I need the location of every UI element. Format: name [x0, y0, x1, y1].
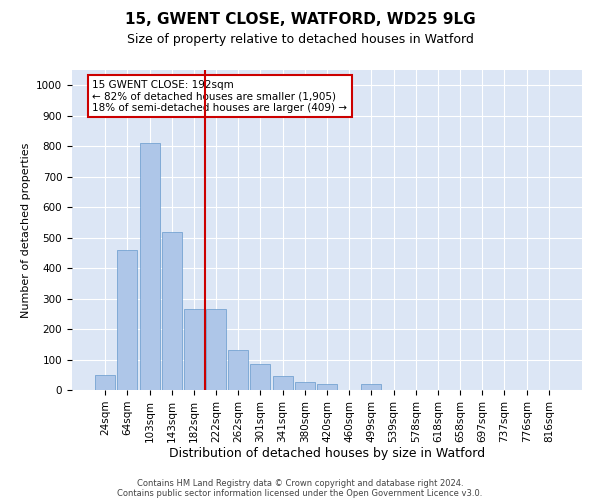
Y-axis label: Number of detached properties: Number of detached properties [20, 142, 31, 318]
Bar [162, 232, 182, 390]
Bar [184, 309, 204, 390]
Text: Contains HM Land Registry data © Crown copyright and database right 2024.: Contains HM Land Registry data © Crown c… [137, 478, 463, 488]
Bar [361, 384, 382, 390]
Bar [140, 143, 160, 390]
Text: 15 GWENT CLOSE: 192sqm
← 82% of detached houses are smaller (1,905)
18% of semi-: 15 GWENT CLOSE: 192sqm ← 82% of detached… [92, 80, 347, 113]
Bar [250, 364, 271, 390]
Bar [228, 350, 248, 390]
Text: 15, GWENT CLOSE, WATFORD, WD25 9LG: 15, GWENT CLOSE, WATFORD, WD25 9LG [125, 12, 475, 28]
Bar [317, 384, 337, 390]
Bar [206, 309, 226, 390]
Text: Contains public sector information licensed under the Open Government Licence v3: Contains public sector information licen… [118, 488, 482, 498]
Bar [272, 376, 293, 390]
Bar [95, 375, 115, 390]
X-axis label: Distribution of detached houses by size in Watford: Distribution of detached houses by size … [169, 448, 485, 460]
Text: Size of property relative to detached houses in Watford: Size of property relative to detached ho… [127, 32, 473, 46]
Bar [118, 250, 137, 390]
Bar [295, 382, 315, 390]
